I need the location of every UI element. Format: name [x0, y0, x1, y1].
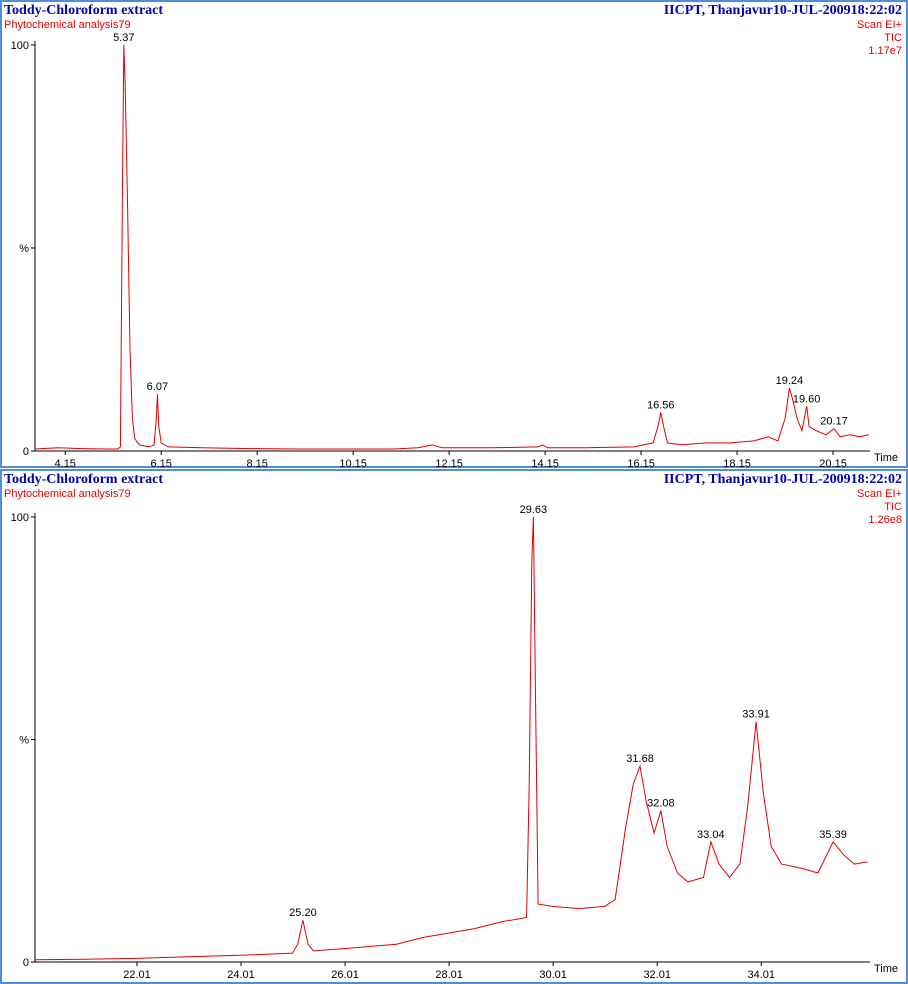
y-tick-label: 100	[11, 512, 29, 524]
peak-label: 33.04	[697, 829, 725, 841]
peak-label: 5.37	[113, 32, 134, 44]
header-right: IICPT, Thanjavur10-JUL-200918:22:02	[664, 3, 902, 18]
peak-label: 35.39	[819, 829, 847, 841]
header-right: IICPT, Thanjavur10-JUL-200918:22:02	[664, 472, 902, 487]
x-axis-label: Time	[874, 963, 898, 975]
y-tick-label: 0	[23, 957, 29, 969]
intensity: 1.17e7	[868, 45, 902, 57]
subtitle: Phytochemical analysis79	[4, 19, 131, 31]
peak-label: 29.63	[520, 504, 548, 516]
scan-mode: Scan EI+	[857, 488, 902, 500]
title: Toddy-Chloroform extract	[4, 3, 163, 18]
title: Toddy-Chloroform extract	[4, 472, 163, 487]
x-tick-label: 14.15	[531, 458, 559, 470]
y-tick-label: %	[19, 735, 29, 747]
y-tick-label: %	[19, 243, 29, 255]
x-tick-label: 16.15	[627, 458, 655, 470]
x-tick-label: 26.01	[331, 969, 359, 981]
x-tick-label: 22.01	[123, 969, 151, 981]
x-tick-label: 4.15	[55, 458, 76, 470]
intensity: 1.26e8	[868, 514, 902, 526]
x-tick-label: 32.01	[643, 969, 671, 981]
x-tick-label: 28.01	[435, 969, 463, 981]
x-tick-label: 10.15	[339, 458, 367, 470]
scan-mode: Scan EI+	[857, 19, 902, 31]
trace-line	[34, 44, 870, 450]
x-tick-label: 20.15	[819, 458, 847, 470]
x-tick-label: 6.15	[150, 458, 171, 470]
peak-label: 20.17	[820, 416, 848, 428]
y-tick-label: 0	[23, 446, 29, 458]
peak-label: 6.07	[147, 381, 168, 393]
x-tick-label: 30.01	[539, 969, 567, 981]
x-tick-label: 12.15	[435, 458, 463, 470]
x-tick-label: 34.01	[748, 969, 776, 981]
trace-line	[34, 516, 868, 961]
peak-label: 19.60	[793, 393, 821, 405]
peak-label: 32.08	[647, 798, 675, 810]
trace-type: TIC	[884, 501, 902, 513]
peak-label: 31.68	[626, 753, 654, 765]
y-tick-label: 100	[11, 40, 29, 52]
peak-label: 16.56	[647, 399, 675, 411]
peak-label: 33.91	[742, 709, 770, 721]
x-tick-label: 18.15	[723, 458, 751, 470]
subtitle: Phytochemical analysis79	[4, 488, 131, 500]
panel-border	[0, 469, 908, 984]
x-tick-label: 24.01	[227, 969, 255, 981]
trace-type: TIC	[884, 32, 902, 44]
x-tick-label: 8.15	[246, 458, 267, 470]
x-axis-label: Time	[874, 452, 898, 464]
panel-border	[0, 0, 908, 468]
peak-label: 19.24	[776, 375, 804, 387]
peak-label: 25.20	[289, 907, 317, 919]
